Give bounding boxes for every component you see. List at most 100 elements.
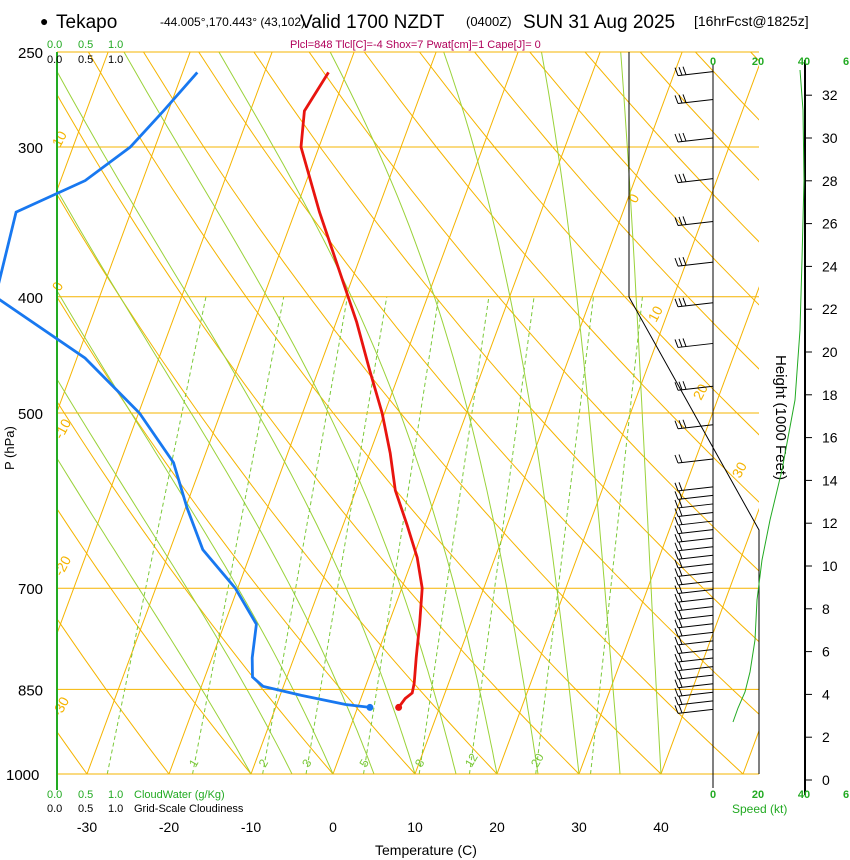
wind-speed-profile-line: [732, 69, 805, 723]
wind-barb-shaft-8: [677, 640, 714, 646]
mixing-ratio-3: [305, 296, 388, 774]
wind-barb-flag-34-0: [674, 174, 679, 183]
wind-barb-flag-33-2: [682, 216, 687, 225]
wind-barb-flag-32-2: [682, 256, 687, 266]
wind-barb-flag-11-0: [674, 611, 679, 620]
wind-barb-flag-30-1: [678, 338, 683, 348]
height-label-16: 16: [822, 430, 838, 446]
bottom-green-2: 1.0: [108, 789, 123, 801]
wind-barb-flag-20-0: [674, 534, 679, 543]
wind-barb-flag-37-1: [678, 66, 683, 76]
wind-barb-flag-31-0: [674, 298, 679, 307]
speed-bottom-0: 0: [710, 789, 716, 801]
wind-barb-flag-36-0: [674, 95, 679, 104]
wind-barb-flag-1-1: [678, 696, 683, 705]
height-label-22: 22: [822, 301, 838, 317]
wind-barb-flag-16-1: [678, 567, 683, 577]
temp-label-40: 40: [653, 819, 669, 835]
wind-barb-shaft-11: [677, 614, 714, 620]
mixing-ratio-label-1: 1: [186, 756, 202, 769]
wind-barb-flag-18-0: [674, 551, 679, 560]
wind-barb-flag-31-1: [678, 298, 683, 307]
wind-barb-shaft-4: [677, 674, 714, 680]
wind-barb-shaft-1: [677, 700, 714, 706]
wind-barb-flag-1-0: [674, 696, 679, 705]
wind-barb-flag-35-2: [682, 132, 687, 142]
isotherm-label-6: 10: [645, 303, 667, 324]
temperature-axis-label: Temperature (C): [375, 842, 477, 858]
temp-label--10: -10: [241, 819, 261, 835]
wind-barb-shaft-20: [677, 537, 714, 543]
wind-barb-shaft-19: [677, 546, 714, 552]
isotherm-label-0: 10: [49, 128, 71, 149]
height-label-28: 28: [822, 173, 838, 189]
isotherm-label-5: 0: [625, 191, 643, 206]
wind-barb-shaft-3: [677, 683, 714, 689]
bottom-black-1: 0.5: [78, 803, 93, 815]
wind-barb-flag-9-0: [674, 628, 679, 637]
dry-adiabat-90: [363, 52, 759, 503]
isotherm-label-2: -10: [51, 416, 75, 442]
wind-barb-flag-9-1: [678, 627, 683, 637]
wind-barb-shaft-26: [677, 486, 714, 492]
isotherm-label-7: 20: [690, 381, 712, 402]
wind-barb-shaft-14: [677, 589, 714, 595]
bottom-cloud-scales: 0.0 0.5 1.0 CloudWater (g/Kg) 0.0 0.5 1.…: [47, 789, 244, 815]
wind-barb-flag-37-2: [682, 66, 687, 75]
temperature-line: [299, 71, 424, 709]
height-label-24: 24: [822, 258, 838, 274]
wind-barb-flag-25-1: [678, 490, 683, 500]
wind-barb-flag-32-0: [674, 257, 679, 267]
wind-barb-shaft-18: [677, 554, 714, 560]
speed-bottom-2: 40: [798, 789, 810, 801]
height-label-18: 18: [822, 387, 838, 403]
wind-barb-flag-34-1: [678, 173, 683, 183]
wind-barb-shaft-2: [677, 691, 714, 697]
dry-adiabat--20: [57, 617, 170, 774]
speed-axis-label: Speed (kt): [732, 802, 787, 816]
wind-barb-flag-3-1: [678, 679, 683, 688]
wind-barb-flag-37-0: [674, 67, 679, 76]
pressure-label-1000: 1000: [6, 767, 39, 784]
station-name: Tekapo: [56, 12, 117, 33]
speed-axis-bottom-labels: 0 20 40 6: [710, 789, 849, 801]
valid-date: SUN 31 Aug 2025: [523, 12, 675, 33]
valid-zulu: (0400Z): [466, 14, 512, 29]
temp-label-0: 0: [329, 819, 337, 835]
wind-barb-shaft-17: [677, 563, 714, 569]
speed-bottom-1: 20: [752, 789, 764, 801]
moist-adiabat-5: [123, 52, 457, 774]
wind-barb-shaft-31: [677, 302, 714, 308]
wind-barb-flag-29-0: [674, 382, 679, 391]
bottom-green-0: 0.0: [47, 789, 62, 801]
wind-barb-flag-19-1: [678, 542, 683, 551]
height-label-14: 14: [822, 472, 838, 488]
speed-axis-top-labels: 0 20 40 6: [710, 56, 849, 68]
station-bullet: ●: [40, 13, 48, 29]
top-green-0: 0.0: [47, 39, 62, 51]
wind-barb-flag-2-1: [678, 687, 683, 696]
height-label-8: 8: [822, 601, 830, 617]
wind-barb-shaft-29: [677, 385, 714, 391]
wind-barb-flag-28-0: [674, 420, 679, 429]
wind-barb-flag-26-0: [674, 482, 679, 491]
wind-barb-flag-12-1: [678, 601, 683, 611]
top-cloud-scales: 0.0 0.5 1.0 0.0 0.5 1.0: [47, 39, 123, 66]
height-label-30: 30: [822, 130, 838, 146]
height-axis-label: Height (1000 Feet): [772, 355, 789, 480]
wind-barb-flag-27-1: [678, 454, 683, 463]
wind-barb-shaft-32: [677, 261, 714, 267]
dry-adiabat-30: [57, 93, 580, 774]
pressure-label-300: 300: [18, 140, 43, 157]
temp-label-10: 10: [407, 819, 423, 835]
pressure-tick-labels: 250 300 400 500 700 850 1000: [6, 45, 43, 784]
wind-barb-flag-34-2: [682, 173, 687, 182]
mixing-ratio-30: [590, 296, 643, 774]
wind-barb-shaft-15: [677, 580, 714, 586]
wind-barb-flag-35-1: [678, 133, 683, 142]
isotherm-label-4: -30: [49, 694, 73, 720]
isobar-lines: [57, 51, 759, 775]
wind-barb-flag-22-1: [678, 516, 683, 525]
wind-barb-flag-4-1: [678, 670, 683, 679]
wind-barb-shaft-27: [677, 458, 714, 464]
